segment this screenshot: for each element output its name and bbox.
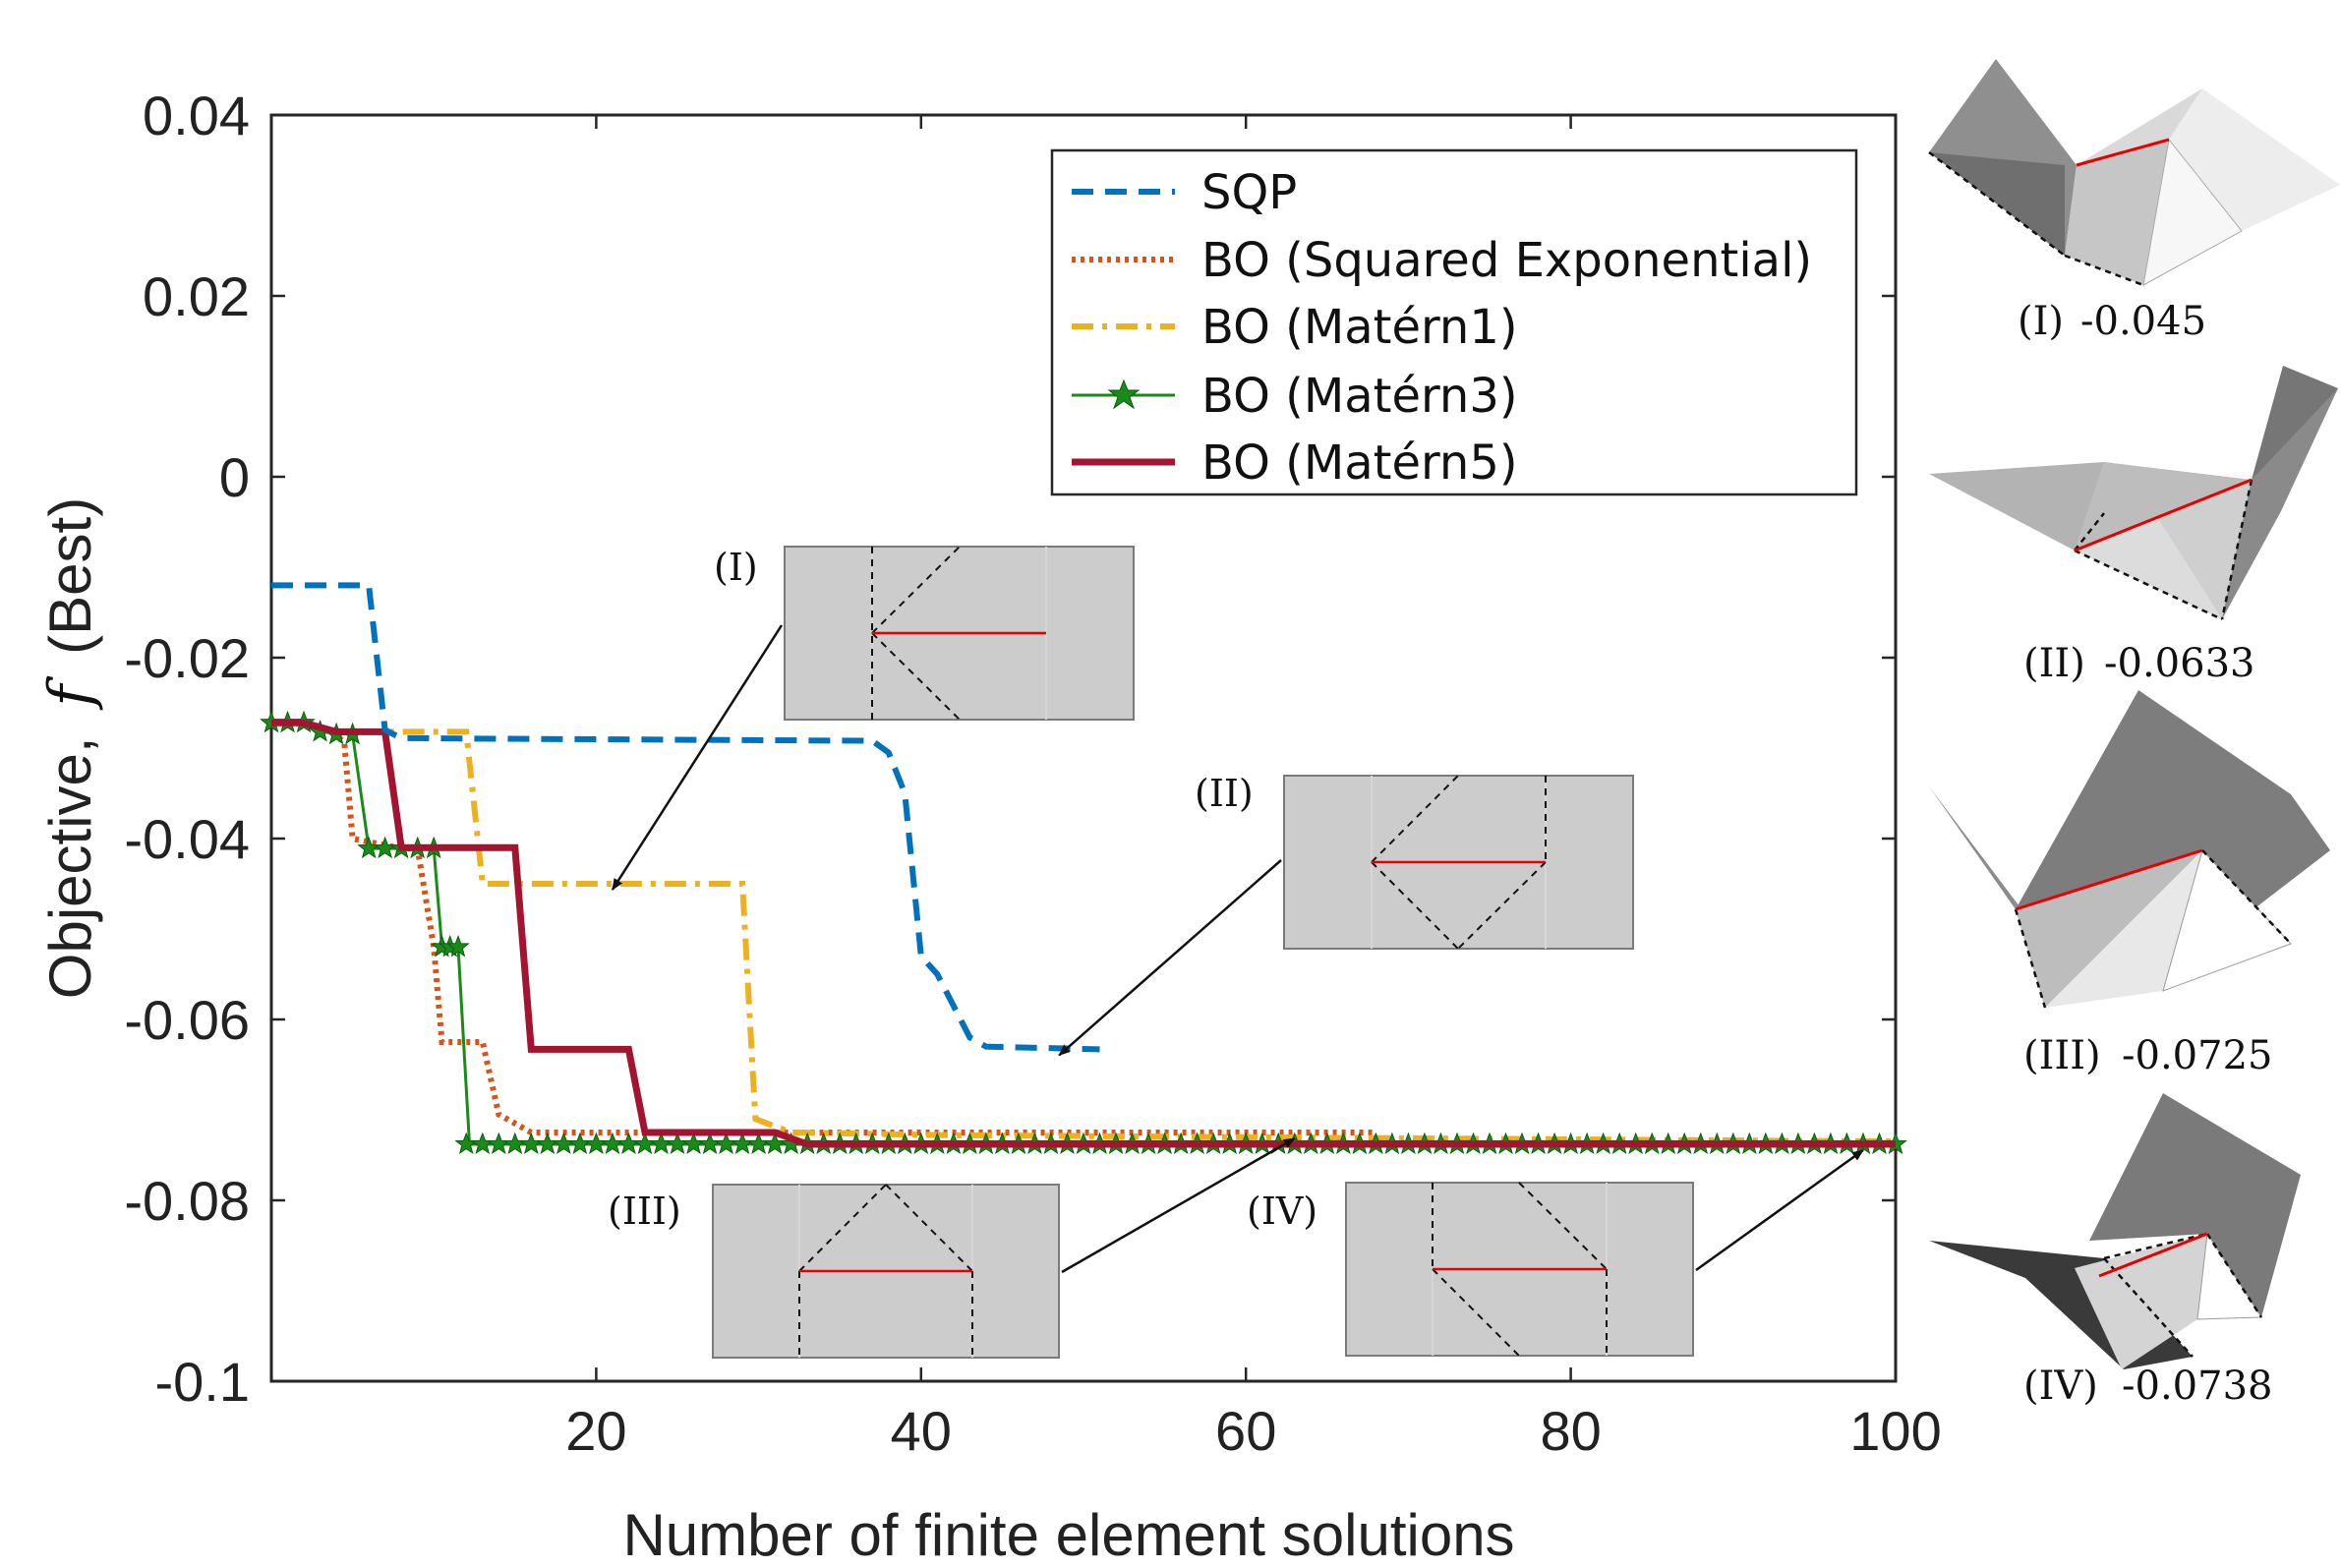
series-line-2 <box>271 720 1897 1145</box>
fold-rendering-3: (III) -0.0725 <box>1929 690 2330 1078</box>
series-marker <box>681 1132 706 1155</box>
annotation-arrows <box>611 624 1864 1274</box>
fold-2-caption: (II) <box>2023 641 2085 686</box>
arrow-1 <box>611 624 784 891</box>
y-tick-label: 0.04 <box>143 85 250 146</box>
fold-3-crack <box>2015 848 2203 911</box>
fold-rendering-1: (I) -0.045 <box>1928 59 2340 344</box>
legend: SQP BO (Squared Exponential) BO (Matérn1… <box>1050 148 1858 496</box>
series-marker <box>649 1132 673 1155</box>
y-tick-label: -0.06 <box>124 989 250 1051</box>
arrow-2 <box>1058 859 1282 1057</box>
legend-label-bo-matern3: BO (Matérn3) <box>1201 369 1518 424</box>
series-marker <box>633 1132 657 1155</box>
legend-label-bo-matern5: BO (Matérn5) <box>1201 436 1518 491</box>
axis-ticks: 20 40 60 80 100 0.04 0.02 0 -0.02 -0.04 -0.06 -0.08… <box>124 85 1941 1462</box>
arrow-3 <box>1061 1136 1296 1274</box>
series-marker <box>666 1132 689 1155</box>
inset-crease-pattern-1: (I) <box>714 546 1135 721</box>
series-marker <box>502 1132 527 1155</box>
y-tick-label: 0.02 <box>143 265 250 327</box>
fold-4-caption: (IV) <box>2023 1364 2098 1409</box>
fold-1-caption: (I) <box>2018 299 2064 344</box>
fold-2-crack <box>2074 478 2253 552</box>
inset-crease-pattern-2: (II) <box>1195 772 1634 950</box>
inset-2-label: (II) <box>1195 772 1254 815</box>
fold-4-value: -0.0738 <box>2122 1364 2272 1409</box>
series-marker <box>714 1132 738 1155</box>
legend-label-bo-matern1: BO (Matérn1) <box>1201 300 1518 355</box>
series-marker <box>470 1132 495 1155</box>
inset-4-label: (IV) <box>1247 1190 1317 1233</box>
series-marker <box>746 1132 771 1155</box>
y-tick-label: -0.02 <box>124 627 250 689</box>
x-axis-label: Number of finite element solutions <box>622 1502 1514 1568</box>
series-marker <box>519 1132 544 1155</box>
series-marker <box>616 1132 641 1155</box>
fold-1-value: -0.045 <box>2080 299 2206 344</box>
series-marker <box>454 1132 479 1155</box>
legend-label-bo-se: BO (Squared Exponential) <box>1201 233 1812 288</box>
y-tick-label: -0.04 <box>124 808 250 870</box>
legend-box <box>1050 148 1858 496</box>
series-marker <box>568 1132 592 1155</box>
series-marker <box>487 1132 511 1155</box>
series-group <box>260 582 1907 1155</box>
series-marker <box>373 836 397 859</box>
series-line-4 <box>271 719 1896 1148</box>
series-marker <box>698 1132 722 1155</box>
series-marker <box>731 1132 754 1155</box>
fold-2-value: -0.0633 <box>2104 641 2254 686</box>
y-tick-label: -0.1 <box>155 1351 251 1413</box>
y-tick-label: -0.08 <box>124 1170 250 1232</box>
series-line-3 <box>271 721 1896 1146</box>
fold-3-caption: (III) <box>2023 1033 2101 1078</box>
fold-3-value: -0.0725 <box>2122 1033 2272 1078</box>
y-axis-label: Objective, f (Best) <box>36 497 105 999</box>
series-marker <box>601 1132 624 1155</box>
inset-crease-pattern-3: (III) <box>608 1184 1060 1359</box>
y-tick-label: 0 <box>219 446 250 508</box>
x-tick-label: 40 <box>891 1400 952 1462</box>
x-tick-label: 100 <box>1849 1400 1941 1462</box>
fold-rendering-4: (IV) -0.0738 <box>1929 1093 2301 1409</box>
x-tick-label: 60 <box>1215 1400 1276 1462</box>
legend-label-sqp: SQP <box>1201 165 1297 220</box>
fold-1-crack <box>2076 138 2170 167</box>
x-tick-label: 20 <box>565 1400 626 1462</box>
fold-rendering-2: (II) -0.0633 <box>1929 366 2338 686</box>
inset-1-label: (I) <box>714 546 758 589</box>
inset-3-label: (III) <box>608 1190 681 1233</box>
series-marker <box>584 1132 609 1155</box>
series-marker <box>552 1132 576 1155</box>
inset-crease-pattern-4: (IV) <box>1247 1182 1694 1357</box>
fold-4-crack <box>2098 1232 2208 1278</box>
x-tick-label: 80 <box>1540 1400 1601 1462</box>
series-marker <box>536 1132 559 1155</box>
plot-area <box>269 113 1898 1383</box>
series-line-0 <box>271 582 1100 1053</box>
series-marker <box>446 934 470 958</box>
legend-swatch-bo-matern3-marker <box>1107 378 1141 410</box>
arrow-4 <box>1695 1148 1864 1272</box>
